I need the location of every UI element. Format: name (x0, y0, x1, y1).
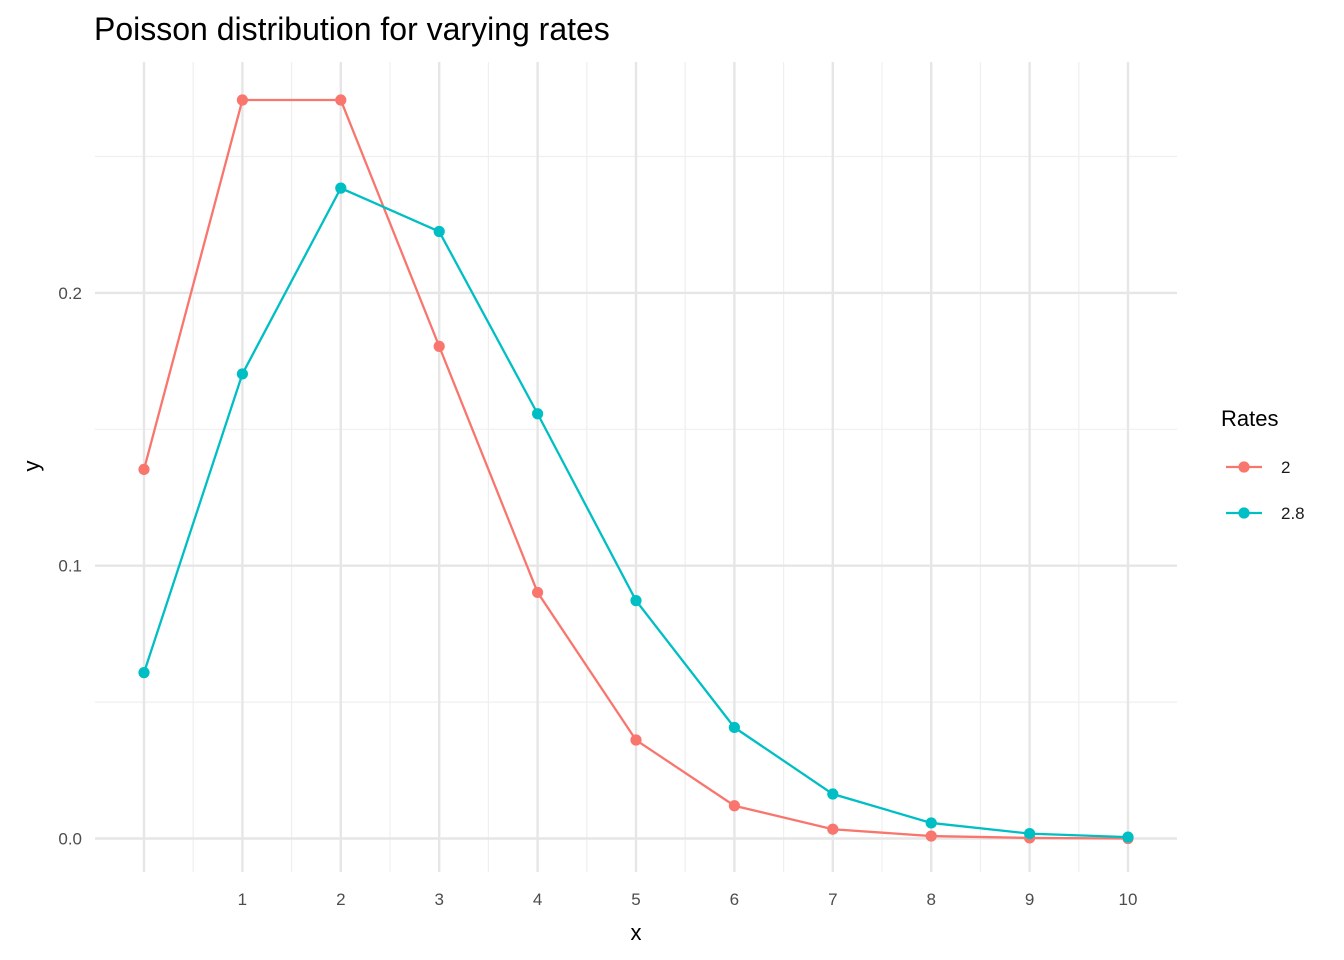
data-point (827, 823, 839, 835)
series-layer (138, 94, 1134, 845)
data-point (1024, 827, 1036, 840)
data-point (236, 368, 248, 380)
data-point (728, 721, 741, 734)
series-2-8 (138, 182, 1134, 843)
x-tick-label: 8 (926, 890, 935, 909)
data-point (1122, 831, 1134, 843)
x-tick-label: 5 (631, 890, 640, 909)
x-tick-label: 4 (533, 890, 542, 909)
data-point (433, 340, 445, 352)
legend-marker (1238, 461, 1250, 473)
data-point (138, 463, 150, 476)
x-tick-label: 6 (730, 890, 739, 909)
legend-label: 2.8 (1281, 504, 1305, 523)
y-tick-label: 0.1 (58, 557, 82, 576)
legend: Rates 2 2.8 (1221, 406, 1305, 523)
x-tick-label: 2 (336, 890, 345, 909)
legend-item: 2 (1226, 458, 1290, 477)
y-tick-label: 0.2 (58, 284, 82, 303)
legend-item: 2.8 (1226, 504, 1305, 523)
data-point (532, 586, 544, 599)
data-point (925, 830, 937, 842)
x-tick-label: 10 (1119, 890, 1138, 909)
y-axis-title: y (19, 461, 44, 472)
legend-title: Rates (1221, 406, 1278, 431)
legend-marker (1238, 507, 1250, 519)
data-point (335, 94, 347, 106)
x-axis-title: x (631, 920, 642, 945)
data-point (236, 94, 248, 106)
data-point (630, 595, 642, 607)
x-tick-label: 9 (1025, 890, 1034, 909)
data-point (827, 788, 839, 800)
data-point (532, 408, 544, 420)
data-point (728, 800, 741, 812)
data-point (138, 667, 150, 679)
x-tick-label: 7 (828, 890, 837, 909)
chart-title: Poisson distribution for varying rates (94, 11, 610, 47)
y-axis-ticks: 0.0 0.1 0.2 (58, 284, 82, 849)
data-point (335, 182, 347, 194)
data-point (925, 817, 937, 829)
legend-label: 2 (1281, 458, 1290, 477)
x-tick-label: 3 (434, 890, 443, 909)
grid (95, 62, 1177, 872)
data-point (433, 225, 445, 238)
x-tick-label: 1 (238, 890, 247, 909)
y-tick-label: 0.0 (58, 830, 82, 849)
x-axis-ticks: 1 2 3 4 5 6 7 8 9 10 (238, 890, 1138, 909)
data-point (630, 734, 642, 746)
